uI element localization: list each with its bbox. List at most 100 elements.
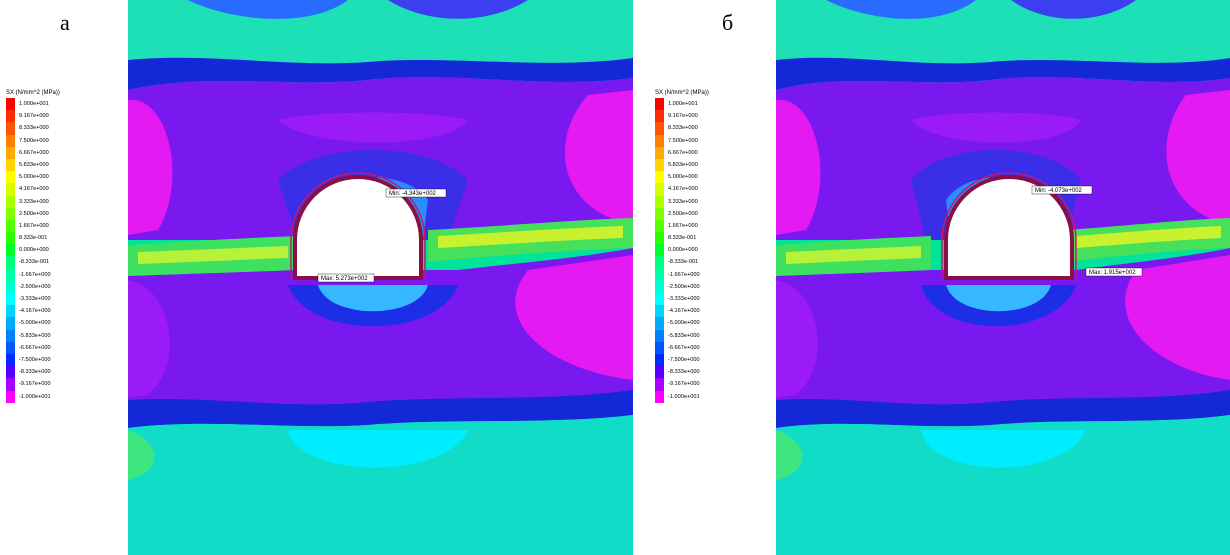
legend-swatch [6, 219, 15, 233]
legend-swatch [655, 232, 664, 245]
upper-stress-zone [911, 112, 1081, 143]
bottom-stress-zone [776, 430, 803, 480]
legend-value: -1.667e+000 [668, 271, 700, 278]
legend-entry: 2.500e+000 [6, 207, 60, 220]
legend-title: SX (N/mm^2 (MPa)) [6, 90, 60, 96]
legend-swatch [655, 183, 664, 196]
weak-seam-core [1076, 226, 1221, 248]
weak-seam-core [438, 226, 623, 248]
lower-rock-layer [776, 248, 1230, 410]
legend-entry: -1.000e+001 [655, 390, 709, 403]
weak-seam-core [138, 246, 288, 264]
legend-scale: 1.000e+001 9.167e+000 8.333e+000 7.500e+000… [6, 98, 60, 403]
legend-swatch [6, 134, 15, 147]
weak-seam-core [786, 246, 921, 264]
max-value-tag: Max: 5.273e+002 [317, 273, 375, 283]
legend-entry: -9.167e+000 [6, 378, 60, 391]
legend-swatch [655, 207, 664, 220]
edge-stress-zone [128, 280, 170, 398]
legend-swatch [655, 171, 664, 184]
legend-entry: -8.333e+000 [6, 366, 60, 379]
tunnel-lining [941, 172, 1077, 278]
edge-stress-zone [128, 99, 173, 235]
lower-interface-band [128, 390, 633, 428]
legend-value: 8.333e+000 [668, 125, 698, 132]
legend-value: -5.833e+000 [19, 332, 51, 339]
bottom-stress-zone [288, 430, 468, 468]
top-soil-band [776, 0, 1230, 72]
legend-swatch [6, 110, 15, 123]
legend-swatch [6, 183, 15, 196]
legend-swatch [655, 305, 664, 318]
edge-stress-zone [776, 99, 821, 235]
legend-value: 8.333e-001 [668, 235, 697, 242]
legend-entry: -4.167e+000 [655, 305, 709, 318]
legend-title: SX (N/mm^2 (MPa)) [655, 90, 709, 96]
tunnel-opening [293, 175, 423, 280]
panel-label-b: б [722, 10, 734, 35]
legend-value: -9.167e+000 [19, 381, 51, 388]
legend-swatch [6, 171, 15, 184]
legend-b: SX (N/mm^2 (MPa)) 1.000e+001 9.167e+000 8.… [655, 90, 709, 403]
legend-entry: -3.333e+000 [655, 293, 709, 306]
legend-value: -2.500e+000 [668, 283, 700, 290]
legend-swatch [6, 378, 15, 391]
legend-value: 5.000e+000 [668, 174, 698, 181]
legend-entry: 5.000e+000 [6, 171, 60, 184]
legend-entry: 5.833e+000 [6, 158, 60, 172]
legend-entry: -5.000e+000 [655, 317, 709, 330]
lower-interface-band [776, 390, 1230, 428]
legend-swatch [655, 195, 664, 208]
legend-entry: 8.333e-001 [6, 232, 60, 245]
legend-entry: -1.000e+001 [6, 390, 60, 403]
legend-entry: 6.667e+000 [6, 146, 60, 159]
legend-value: -5.833e+000 [668, 332, 700, 339]
legend-entry: -3.333e+000 [6, 293, 60, 306]
legend-swatch [655, 122, 664, 135]
stress-contour-plot-a: Min: -4.343e+002 Max: 5.273e+002 [128, 0, 633, 555]
legend-entry: -8.333e-001 [655, 256, 709, 269]
upper-interface-band [128, 57, 633, 90]
legend-value: -2.500e+000 [19, 283, 51, 290]
legend-entry: -8.333e+000 [655, 366, 709, 379]
legend-value: 1.000e+001 [668, 101, 698, 107]
tunnel-opening [944, 175, 1074, 280]
svg-text:Min: -4.073e+002: Min: -4.073e+002 [1035, 188, 1083, 194]
invert-stress-zone [318, 285, 428, 312]
legend-entry: -5.000e+000 [6, 317, 60, 330]
upper-interface-band [776, 57, 1230, 90]
legend-swatch [6, 146, 15, 159]
legend-swatch [655, 219, 664, 233]
legend-value: -6.667e+000 [668, 344, 700, 351]
legend-value: 1.667e+000 [668, 222, 698, 229]
legend-entry: -1.667e+000 [6, 268, 60, 281]
top-stress-zone [388, 0, 528, 19]
legend-value: 9.167e+000 [668, 113, 698, 120]
legend-value: -9.167e+000 [668, 381, 700, 388]
legend-swatch [655, 256, 664, 269]
legend-value: 7.500e+000 [668, 137, 698, 144]
legend-swatch [655, 146, 664, 159]
legend-swatch [6, 207, 15, 220]
legend-swatch [655, 317, 664, 330]
legend-entry: 0.000e+000 [6, 244, 60, 257]
legend-swatch [6, 268, 15, 281]
legend-swatch [6, 305, 15, 318]
legend-swatch [6, 158, 15, 172]
edge-stress-zone [1166, 90, 1230, 225]
bottom-layer [776, 415, 1230, 555]
legend-swatch [6, 232, 15, 245]
legend-swatch [6, 244, 15, 257]
legend-value: 5.833e+000 [668, 161, 698, 168]
legend-swatch [655, 280, 664, 293]
panel-label-a: а [60, 10, 70, 35]
legend-entry: 9.167e+000 [655, 110, 709, 123]
legend-value: 3.333e+000 [19, 198, 49, 205]
legend-entry: 0.000e+000 [655, 244, 709, 257]
legend-entry: 9.167e+000 [6, 110, 60, 123]
legend-value: -1.667e+000 [19, 271, 51, 278]
legend-value: 6.667e+000 [668, 149, 698, 156]
legend-value: -1.000e+001 [668, 393, 700, 400]
top-soil-band [128, 0, 633, 72]
legend-entry: -4.167e+000 [6, 305, 60, 318]
